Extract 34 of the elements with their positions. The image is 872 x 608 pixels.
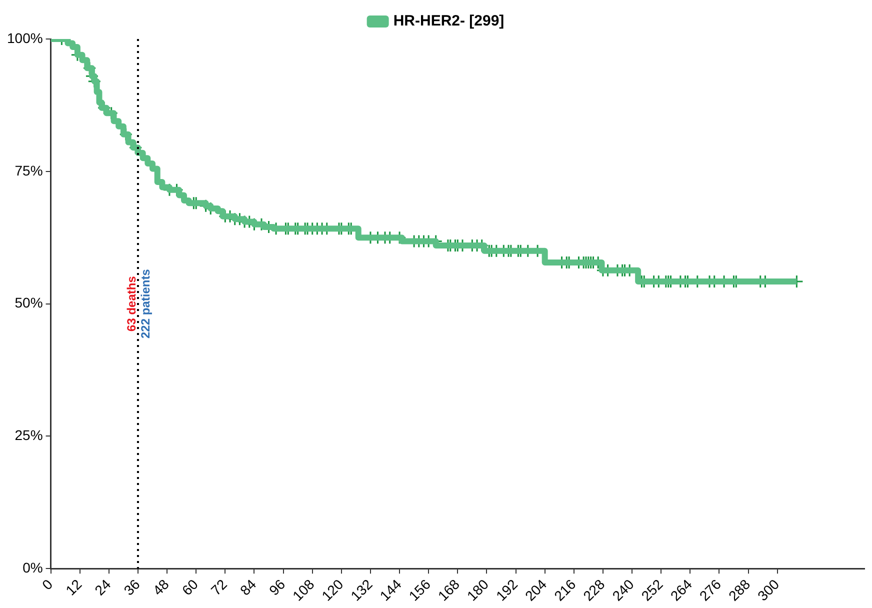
- x-tick-label: 168: [434, 576, 463, 604]
- x-tick-label: 60: [178, 576, 202, 598]
- x-tick-label: 264: [667, 576, 696, 604]
- x-tick-label: 108: [289, 576, 318, 604]
- x-tick-label: 180: [464, 576, 492, 604]
- x-tick-label: 288: [725, 576, 754, 604]
- x-tick-label: 72: [208, 576, 230, 598]
- x-tick-label: 96: [266, 576, 288, 598]
- annotation: 63 deaths: [124, 276, 138, 332]
- x-tick-label: 252: [638, 576, 666, 604]
- y-tick-label: 50%: [14, 294, 43, 311]
- x-tick-label: 216: [550, 576, 579, 604]
- y-tick-label: 75%: [14, 162, 43, 178]
- x-tick-label: 12: [62, 576, 85, 598]
- y-tick-label: 25%: [14, 427, 43, 444]
- x-tick-label: 120: [318, 576, 346, 604]
- x-tick-label: 24: [91, 576, 114, 598]
- x-tick-label: 276: [696, 576, 724, 604]
- y-tick-label: 0%: [22, 559, 43, 576]
- x-tick-label: 84: [236, 576, 260, 598]
- x-tick-label: 204: [522, 576, 550, 604]
- x-tick-label: 156: [406, 576, 434, 604]
- legend-label: HR-HER2- [299]: [393, 12, 504, 30]
- x-tick-label: 192: [492, 576, 521, 604]
- x-tick-label: 240: [609, 576, 638, 604]
- y-tick-label: 100%: [6, 30, 43, 46]
- x-tick-label: 48: [150, 576, 172, 598]
- x-tick-label: 132: [347, 576, 376, 604]
- x-tick-label: 0: [38, 576, 56, 593]
- x-tick-label: 228: [580, 576, 608, 604]
- x-tick-label: 300: [754, 576, 782, 604]
- x-tick-label: 36: [120, 576, 143, 598]
- x-tick-label: 144: [376, 576, 405, 604]
- annotation: 222 patients: [138, 268, 152, 338]
